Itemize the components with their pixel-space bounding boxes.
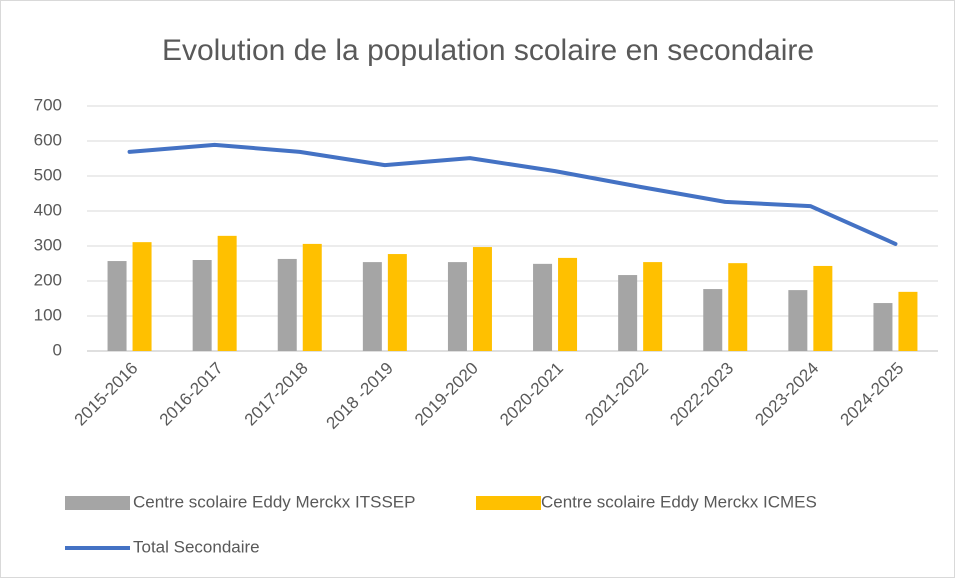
bar [618, 275, 638, 351]
bar [472, 247, 492, 351]
bar [217, 235, 237, 351]
legend-label: Centre scolaire Eddy Merckx ICMES [541, 492, 817, 511]
bar [873, 303, 893, 351]
legend-label: Total Secondaire [133, 537, 260, 556]
bar [302, 243, 322, 351]
y-tick-label: 300 [34, 235, 62, 254]
y-tick-label: 700 [34, 95, 62, 114]
bar [277, 258, 297, 351]
y-tick-label: 200 [34, 270, 62, 289]
bar [728, 263, 748, 351]
legend-label: Centre scolaire Eddy Merckx ITSSEP [133, 492, 415, 511]
chart-title: Evolution de la population scolaire en s… [162, 34, 814, 67]
bar [362, 262, 382, 351]
y-tick-label: 100 [34, 305, 62, 324]
line [127, 142, 898, 246]
bar [192, 260, 212, 351]
bar [387, 254, 407, 351]
bar [703, 289, 723, 351]
y-tick-label: 400 [34, 200, 62, 219]
legend-swatch [476, 496, 541, 510]
bar [132, 242, 152, 351]
bar [898, 291, 918, 351]
y-tick-label: 0 [53, 340, 62, 359]
bar [643, 262, 663, 351]
bar [107, 261, 127, 351]
legend-swatch [65, 496, 130, 510]
y-tick-label: 600 [34, 130, 62, 149]
bar [447, 262, 467, 351]
bar [558, 257, 578, 351]
bar [813, 265, 833, 351]
bar [788, 290, 808, 351]
y-tick-label: 500 [34, 165, 62, 184]
bar [533, 263, 553, 351]
